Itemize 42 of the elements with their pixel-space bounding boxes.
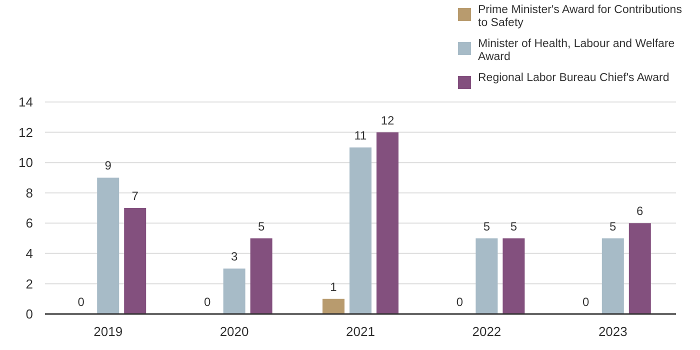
data-label: 0 <box>78 295 85 309</box>
x-tick-label: 2021 <box>346 324 375 339</box>
y-tick-label: 8 <box>26 185 33 200</box>
data-label: 0 <box>582 295 590 309</box>
y-tick-label: 2 <box>26 276 33 292</box>
data-label: 11 <box>354 128 368 142</box>
y-tick-label: 6 <box>26 216 33 231</box>
bar <box>628 223 651 314</box>
data-label: 5 <box>610 219 617 234</box>
data-label: 5 <box>483 219 490 234</box>
bar <box>97 178 120 314</box>
legend-label: Prime Minister's Award for Contributions to Safety <box>478 4 682 29</box>
data-label: 0 <box>456 295 464 309</box>
legend-label: Minister of Health, Labour and Welfare Award <box>478 38 675 63</box>
data-label: 12 <box>380 113 394 128</box>
bar <box>350 147 372 314</box>
x-tick-label: 2022 <box>472 324 502 339</box>
y-tick-label: 0 <box>26 306 33 322</box>
x-tick-label: 2023 <box>598 324 628 339</box>
data-label: 0 <box>204 295 211 309</box>
data-label: 1 <box>330 280 338 294</box>
data-label: 6 <box>636 204 644 218</box>
bar <box>250 238 272 314</box>
y-tick-label: 12 <box>18 124 33 140</box>
y-tick-label: 4 <box>26 246 33 261</box>
x-tick-label: 2019 <box>94 324 123 339</box>
data-label: 9 <box>104 158 112 173</box>
legend-label: Regional Labor Bureau Chief's Award <box>478 72 670 84</box>
bar <box>476 238 498 314</box>
data-label: 5 <box>258 219 265 234</box>
bar <box>124 208 146 314</box>
data-label: 3 <box>230 250 238 264</box>
y-tick-label: 14 <box>18 94 33 110</box>
bar <box>322 298 344 314</box>
y-tick-label: 10 <box>18 155 33 170</box>
bar <box>502 238 525 314</box>
data-label: 5 <box>510 219 518 234</box>
bar <box>376 132 398 314</box>
data-label: 7 <box>132 189 139 203</box>
bar <box>223 268 246 314</box>
x-tick-label: 2020 <box>220 324 249 339</box>
bar <box>602 238 624 314</box>
